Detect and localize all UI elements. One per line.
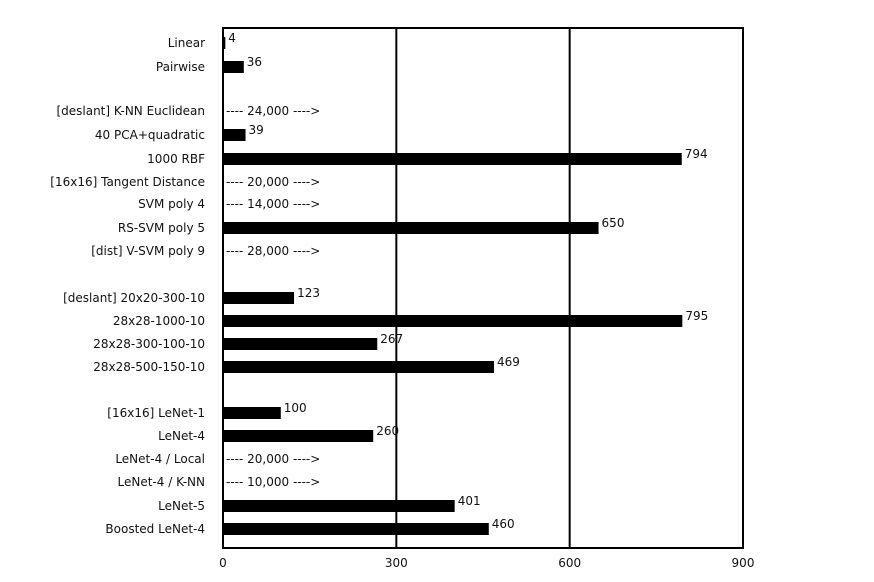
bar-value-label: 469	[497, 355, 520, 369]
bar-value-label: 39	[249, 123, 264, 137]
bar-value-label: 123	[297, 286, 320, 300]
row-label: Boosted LeNet-4	[105, 522, 205, 536]
bar-value-label: 460	[492, 517, 515, 531]
bar	[223, 315, 683, 327]
row-label: Pairwise	[156, 60, 205, 74]
bar-value-label: 260	[376, 424, 399, 438]
bar	[223, 338, 378, 350]
row-label: RS-SVM poly 5	[118, 221, 205, 235]
bar-value-label: 650	[602, 216, 625, 230]
overflow-value-label: ---- 20,000 ---->	[226, 452, 320, 466]
row-label: [16x16] Tangent Distance	[50, 175, 205, 189]
bar	[223, 407, 281, 419]
row-label: 28x28-300-100-10	[93, 337, 205, 351]
x-tick-label: 600	[558, 556, 581, 570]
bar-value-label: 100	[284, 401, 307, 415]
value-labels: 4 36 ---- 24,000 ----> 39 794 ---- 20,000 ---…	[226, 31, 708, 531]
row-label: [dist] V-SVM poly 9	[91, 244, 205, 258]
x-tick-label: 900	[732, 556, 755, 570]
row-label: [deslant] 20x20-300-10	[63, 291, 205, 305]
overflow-value-label: ---- 14,000 ---->	[226, 197, 320, 211]
bar	[223, 523, 489, 535]
row-label: 28x28-1000-10	[113, 314, 205, 328]
overflow-value-label: ---- 20,000 ---->	[226, 175, 320, 189]
bar	[223, 153, 682, 165]
x-axis-ticks: 0 300 600 900	[219, 556, 754, 570]
bar	[223, 292, 295, 304]
row-label: 1000 RBF	[147, 152, 205, 166]
x-tick-label: 300	[385, 556, 408, 570]
overflow-value-label: ---- 24,000 ---->	[226, 104, 320, 118]
bar	[223, 37, 226, 49]
bar	[223, 361, 494, 373]
row-label: 40 PCA+quadratic	[95, 128, 205, 142]
row-label: 28x28-500-150-10	[93, 360, 205, 374]
bars	[223, 37, 683, 535]
row-label: LeNet-4 / K-NN	[118, 475, 205, 489]
bar-value-label: 267	[380, 332, 403, 346]
bar	[223, 430, 374, 442]
row-labels: Linear Pairwise [deslant] K-NN Euclidean 40…	[50, 36, 205, 536]
plot-frame	[222, 27, 744, 549]
row-label: SVM poly 4	[138, 197, 205, 211]
row-label: [16x16] LeNet-1	[107, 406, 205, 420]
row-label: LeNet-5	[158, 499, 205, 513]
row-label: LeNet-4	[158, 429, 205, 443]
row-label: Linear	[168, 36, 205, 50]
bar	[223, 500, 455, 512]
bar-value-label: 401	[458, 494, 481, 508]
bar	[223, 222, 599, 234]
overflow-value-label: ---- 28,000 ---->	[226, 244, 320, 258]
bar	[223, 129, 246, 141]
bar-value-label: 795	[685, 309, 708, 323]
grid	[395, 28, 571, 548]
bar-value-label: 36	[247, 55, 262, 69]
row-label: [deslant] K-NN Euclidean	[56, 104, 205, 118]
row-label: LeNet-4 / Local	[115, 452, 205, 466]
bar-value-label: 794	[685, 147, 708, 161]
bar	[223, 61, 244, 73]
bar-value-label: 4	[228, 31, 236, 45]
overflow-value-label: ---- 10,000 ---->	[226, 475, 320, 489]
x-tick-label: 0	[219, 556, 227, 570]
